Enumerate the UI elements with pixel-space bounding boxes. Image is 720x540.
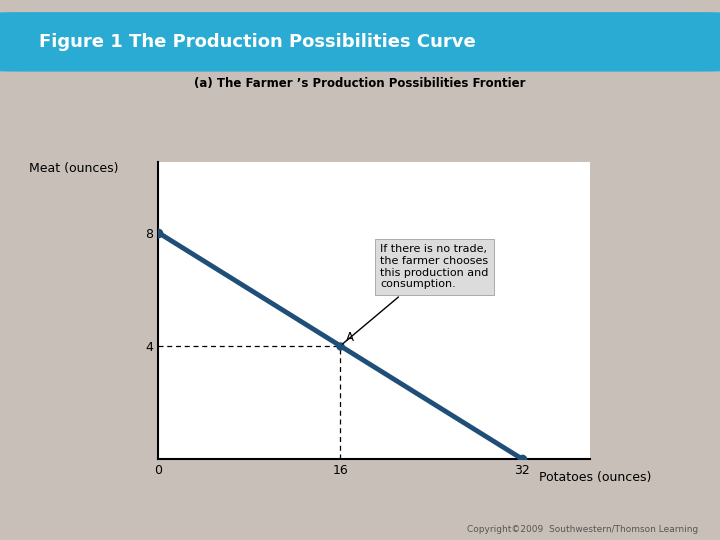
Text: A: A bbox=[346, 332, 354, 345]
Text: Copyright©2009  Southwestern/Thomson Learning: Copyright©2009 Southwestern/Thomson Lear… bbox=[467, 524, 698, 534]
FancyBboxPatch shape bbox=[0, 12, 720, 72]
Text: Meat (ounces): Meat (ounces) bbox=[29, 162, 118, 175]
Text: Potatoes (ounces): Potatoes (ounces) bbox=[539, 471, 652, 484]
Text: If there is no trade,
the farmer chooses
this production and
consumption.: If there is no trade, the farmer chooses… bbox=[343, 245, 488, 344]
Text: Figure 1 The Production Possibilities Curve: Figure 1 The Production Possibilities Cu… bbox=[39, 33, 475, 51]
Text: (a) The Farmer ’s Production Possibilities Frontier: (a) The Farmer ’s Production Possibiliti… bbox=[194, 77, 526, 90]
